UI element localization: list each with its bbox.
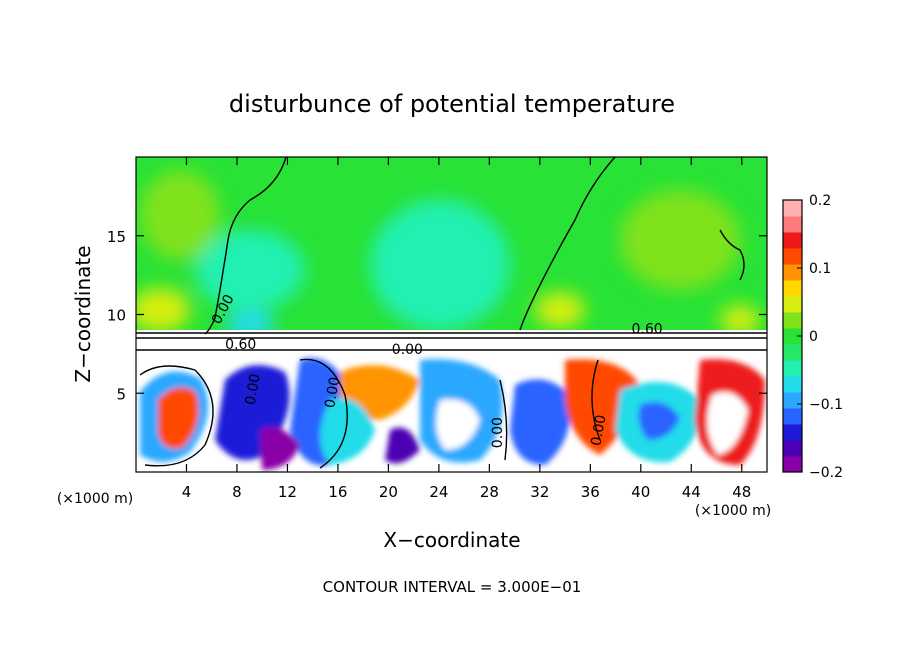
colorbar-segment <box>783 424 802 441</box>
contour-label: 0.00 <box>490 417 506 448</box>
colorbar-tick-label: 0.1 <box>809 261 831 277</box>
x-tick-label: 48 <box>732 483 751 501</box>
contour-label: 0.00 <box>588 414 609 447</box>
colorbar-segment <box>783 200 802 217</box>
colorbar-segment <box>783 232 802 249</box>
colorbar-segment <box>783 360 802 377</box>
colorbar-segment <box>783 376 802 393</box>
x-tick-label: 12 <box>278 483 297 501</box>
colorbar-segment <box>783 280 802 297</box>
colorbar-segment <box>783 440 802 457</box>
x-tick-label: 8 <box>232 483 242 501</box>
x-tick-label: 24 <box>429 483 448 501</box>
x-tick-label: 16 <box>328 483 347 501</box>
colorbar-segment <box>783 264 802 281</box>
x-unit-left: (×1000 m) <box>57 491 133 507</box>
contour-label: 0.00 <box>243 373 264 406</box>
x-tick-label: 40 <box>631 483 650 501</box>
chart-title: disturbunce of potential temperature <box>229 90 675 118</box>
x-tick-label: 4 <box>182 483 192 501</box>
x-tick-label: 36 <box>581 483 600 501</box>
x-axis: 4 8 12 16 20 24 28 32 36 40 44 48 <box>182 157 751 501</box>
colorbar-tick-label: 0.2 <box>809 193 831 209</box>
y-tick-label: 5 <box>116 385 126 403</box>
contour-label: 0.00 <box>322 376 343 409</box>
colorbar-segment <box>783 312 802 329</box>
colorbar-segment <box>783 344 802 361</box>
contour-interval-note: CONTOUR INTERVAL = 3.000E−01 <box>323 578 582 596</box>
colorbar-segment <box>783 392 802 409</box>
colorbar-segment <box>783 216 802 233</box>
x-tick-label: 20 <box>379 483 398 501</box>
colorbar-segment <box>783 408 802 425</box>
x-tick-label: 44 <box>682 483 701 501</box>
y-tick-label: 10 <box>107 307 126 325</box>
colorbar: 0.2 0.1 0 −0.1 −0.2 <box>782 193 843 481</box>
contour-label: 0.00 <box>392 342 423 358</box>
heatmap-field <box>136 157 767 472</box>
colorbar-segment <box>783 328 802 345</box>
y-axis: 5 10 15 <box>107 228 767 403</box>
x-unit-right: (×1000 m) <box>695 503 771 519</box>
colorbar-segment <box>783 248 802 265</box>
x-tick-label: 28 <box>480 483 499 501</box>
colorbar-segment <box>783 296 802 313</box>
y-axis-label: Z−coordinate <box>71 245 95 382</box>
contour-label: 0.60 <box>632 321 663 337</box>
colorbar-tick-label: 0 <box>809 329 818 345</box>
colorbar-tick-label: −0.1 <box>809 397 843 413</box>
colorbar-segment <box>783 456 802 473</box>
colorbar-tick-label: −0.2 <box>809 465 843 481</box>
contour-label: 0.60 <box>225 337 256 353</box>
x-axis-label: X−coordinate <box>383 528 520 552</box>
y-tick-label: 15 <box>107 228 126 246</box>
x-tick-label: 32 <box>530 483 549 501</box>
